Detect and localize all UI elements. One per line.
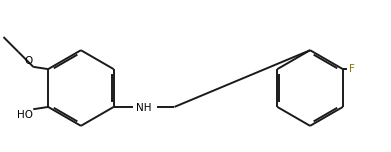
- Text: HO: HO: [17, 110, 33, 120]
- Text: F: F: [348, 64, 355, 74]
- Text: O: O: [25, 56, 33, 66]
- Text: NH: NH: [136, 103, 152, 113]
